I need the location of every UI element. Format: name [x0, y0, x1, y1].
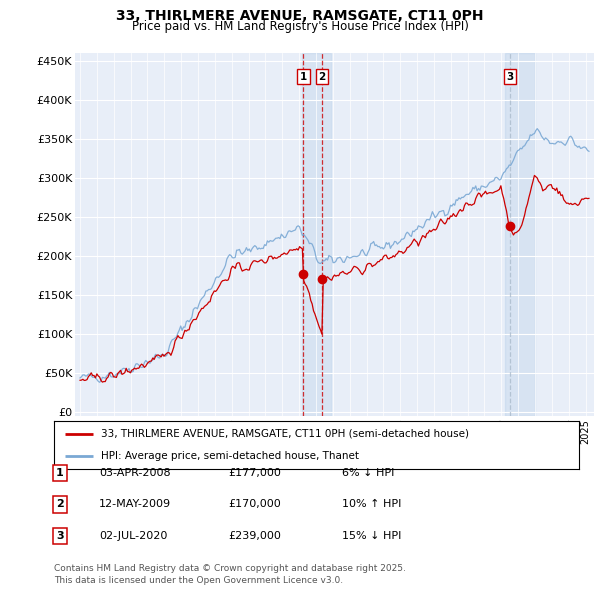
Text: £170,000: £170,000 [228, 500, 281, 509]
Text: 6% ↓ HPI: 6% ↓ HPI [342, 468, 394, 478]
Text: 3: 3 [56, 531, 64, 540]
Bar [505, 53, 535, 416]
Text: 03-APR-2008: 03-APR-2008 [99, 468, 170, 478]
Bar [302, 53, 331, 416]
Text: 15% ↓ HPI: 15% ↓ HPI [342, 531, 401, 540]
Text: £239,000: £239,000 [228, 531, 281, 540]
Text: Contains HM Land Registry data © Crown copyright and database right 2025.
This d: Contains HM Land Registry data © Crown c… [54, 565, 406, 585]
Text: £177,000: £177,000 [228, 468, 281, 478]
Text: 12-MAY-2009: 12-MAY-2009 [99, 500, 171, 509]
Text: 2: 2 [319, 71, 326, 81]
Text: 2: 2 [56, 500, 64, 509]
Text: 3: 3 [506, 71, 514, 81]
Text: 1: 1 [56, 468, 64, 478]
Text: HPI: Average price, semi-detached house, Thanet: HPI: Average price, semi-detached house,… [101, 451, 359, 461]
Text: 33, THIRLMERE AVENUE, RAMSGATE, CT11 0PH: 33, THIRLMERE AVENUE, RAMSGATE, CT11 0PH [116, 9, 484, 23]
Text: 10% ↑ HPI: 10% ↑ HPI [342, 500, 401, 509]
Text: 33, THIRLMERE AVENUE, RAMSGATE, CT11 0PH (semi-detached house): 33, THIRLMERE AVENUE, RAMSGATE, CT11 0PH… [101, 429, 469, 439]
Text: Price paid vs. HM Land Registry's House Price Index (HPI): Price paid vs. HM Land Registry's House … [131, 20, 469, 33]
Text: 1: 1 [300, 71, 307, 81]
Text: 02-JUL-2020: 02-JUL-2020 [99, 531, 167, 540]
